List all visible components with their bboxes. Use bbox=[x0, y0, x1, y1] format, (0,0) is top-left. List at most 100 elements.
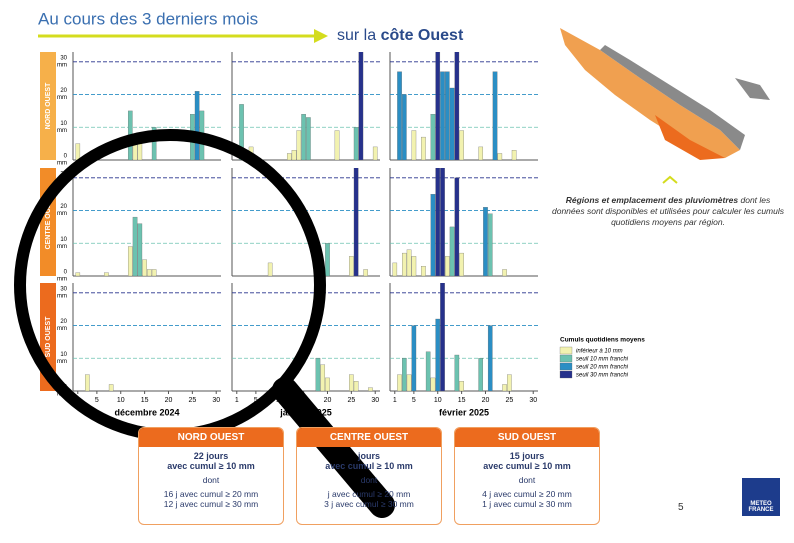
x-tick-label: 1 bbox=[235, 397, 239, 404]
bar bbox=[372, 146, 378, 160]
y-tick-label: 20 bbox=[60, 319, 67, 325]
bar bbox=[411, 130, 417, 160]
region-strip bbox=[40, 52, 56, 160]
summary-box: NORD OUEST 22 jours avec cumul ≥ 10 mm dont… bbox=[138, 427, 284, 525]
bar bbox=[194, 91, 200, 160]
x-tick-label: 1 bbox=[393, 397, 397, 404]
bar bbox=[104, 272, 109, 276]
legend-label: seuil 10 mm franchi bbox=[576, 357, 629, 363]
month-label: décembre 2024 bbox=[114, 407, 179, 417]
bar bbox=[301, 114, 306, 160]
bar bbox=[444, 71, 450, 160]
bar bbox=[487, 325, 493, 391]
summary-line: 4 j avec cumul ≥ 20 mm bbox=[482, 489, 572, 499]
y-tick-unit: mm bbox=[57, 95, 67, 101]
bar bbox=[406, 374, 412, 391]
bar bbox=[325, 243, 330, 276]
bar bbox=[402, 358, 407, 391]
bar bbox=[368, 387, 373, 391]
y-tick-unit: mm bbox=[57, 128, 67, 134]
bar bbox=[325, 377, 330, 391]
bar bbox=[353, 381, 359, 391]
y-tick-label: 20 bbox=[60, 88, 67, 94]
legend-swatch bbox=[559, 346, 573, 355]
x-tick-label: 20 bbox=[482, 397, 490, 404]
bars bbox=[397, 52, 517, 160]
bar bbox=[454, 177, 460, 276]
bars bbox=[397, 283, 512, 391]
month-label: février 2025 bbox=[439, 407, 489, 417]
bar bbox=[75, 272, 81, 276]
x-tick-label: 15 bbox=[141, 397, 149, 404]
bar bbox=[483, 207, 488, 276]
bar bbox=[402, 94, 407, 160]
summary-line: avec cumul ≥ 10 mm bbox=[167, 461, 255, 471]
summary-line: avec cumul ≥ 10 mm bbox=[325, 461, 413, 471]
x-tick-label: 5 bbox=[412, 397, 416, 404]
x-tick-label: 10 bbox=[117, 397, 125, 404]
bar bbox=[430, 114, 436, 160]
bar bbox=[147, 269, 152, 276]
bar bbox=[502, 269, 507, 276]
y-tick-unit: mm bbox=[57, 359, 67, 365]
x-tick-label: 20 bbox=[165, 397, 173, 404]
y-tick-label: 10 bbox=[60, 237, 67, 243]
x-tick-label: 30 bbox=[371, 397, 379, 404]
summary-line: 1 j avec cumul ≥ 30 mm bbox=[482, 499, 572, 509]
bar bbox=[425, 351, 431, 391]
bar bbox=[397, 71, 402, 160]
legend-title: Cumuls quotidiens moyens bbox=[560, 337, 645, 344]
bar bbox=[411, 256, 417, 276]
x-tick-label: 30 bbox=[212, 397, 220, 404]
legend-label: seuil 30 mm franchi bbox=[576, 373, 629, 379]
summary-region: SUD OUEST bbox=[455, 428, 599, 447]
summary-region: NORD OUEST bbox=[139, 428, 283, 447]
y-tick-unit: mm bbox=[57, 211, 67, 217]
bar bbox=[421, 136, 426, 160]
bar bbox=[239, 104, 244, 160]
bar bbox=[151, 269, 157, 276]
summary-line: 12 j avec cumul ≥ 30 mm bbox=[163, 499, 259, 509]
bar bbox=[353, 127, 359, 160]
arrow-head bbox=[314, 29, 328, 43]
bar bbox=[502, 384, 507, 391]
bar bbox=[487, 213, 493, 276]
page-number: 5 bbox=[678, 502, 684, 513]
x-tick-label: 5 bbox=[95, 397, 99, 404]
map-caption: Régions et emplacement des pluviomètres … bbox=[552, 195, 784, 227]
bar bbox=[406, 249, 412, 276]
bar bbox=[497, 153, 503, 160]
y-tick-unit: mm bbox=[57, 244, 67, 250]
bar bbox=[449, 87, 455, 160]
y-tick-label: 0 bbox=[64, 154, 68, 160]
summary-line: dont bbox=[202, 475, 220, 485]
bar bbox=[358, 52, 364, 160]
bar bbox=[421, 266, 426, 276]
bar bbox=[459, 252, 464, 276]
bar bbox=[444, 256, 450, 276]
summary-line: 15 jours bbox=[509, 451, 545, 461]
bar bbox=[411, 325, 417, 391]
bar bbox=[435, 318, 441, 391]
bar bbox=[511, 150, 517, 160]
x-tick-label: 30 bbox=[529, 397, 537, 404]
logo: METEO FRANCE bbox=[742, 478, 780, 516]
bars bbox=[392, 168, 507, 276]
bar bbox=[440, 71, 445, 160]
x-tick-label: 15 bbox=[458, 397, 466, 404]
bars bbox=[315, 358, 373, 391]
bar bbox=[454, 354, 460, 391]
magnifier-handle bbox=[272, 377, 395, 518]
bar bbox=[75, 143, 81, 160]
y-tick-label: 10 bbox=[60, 121, 67, 127]
legend-swatch bbox=[559, 370, 573, 379]
y-tick-label: 20 bbox=[60, 204, 67, 210]
bar bbox=[454, 52, 460, 160]
bar bbox=[286, 153, 292, 160]
bar bbox=[507, 374, 512, 391]
x-tick-label: 25 bbox=[188, 397, 196, 404]
y-tick-label: 10 bbox=[60, 352, 67, 358]
bar bbox=[349, 374, 354, 391]
